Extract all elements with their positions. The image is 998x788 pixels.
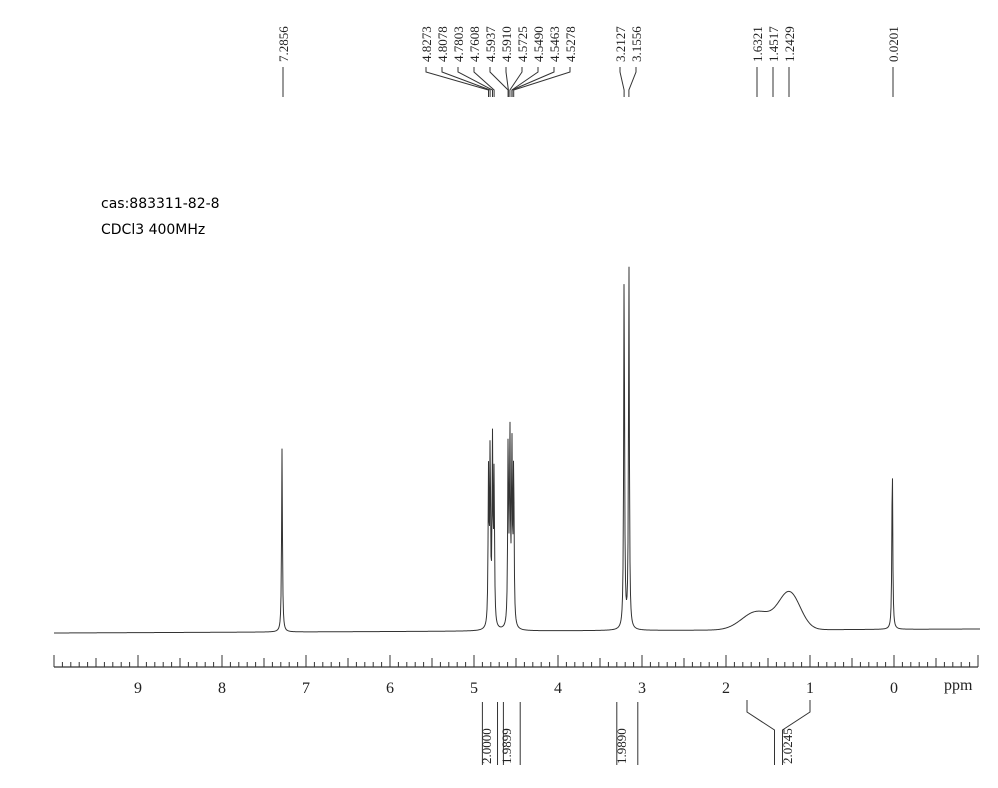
peak-shift-label: 4.5910 [499, 26, 514, 62]
peak-shift-label: 4.5937 [483, 26, 498, 62]
x-tick-label: 4 [554, 680, 562, 697]
integral-value-label: 1.9899 [499, 728, 514, 764]
x-tick-label: 5 [470, 680, 478, 697]
peak-shift-label: 0.0201 [886, 26, 901, 62]
peak-shift-label: 1.2429 [782, 26, 797, 62]
peak-leader-line [473, 67, 495, 97]
peak-leader-line [628, 67, 637, 97]
peak-leader-line [441, 67, 491, 97]
integral-bracket [746, 700, 775, 765]
peak-shift-label: 1.4517 [766, 26, 781, 62]
x-tick-label: 6 [386, 680, 394, 697]
peak-leader-line [509, 67, 523, 97]
peak-shift-label: 7.2856 [276, 26, 291, 62]
peak-shift-label: 4.8078 [435, 26, 450, 62]
peak-shift-label: 4.5463 [547, 26, 562, 62]
peak-leader-line [457, 67, 493, 97]
peak-shift-label: 4.5490 [531, 26, 546, 62]
integral-value-label: 2.0000 [479, 728, 494, 764]
x-tick-label: 1 [806, 680, 814, 697]
x-tick-label: 8 [218, 680, 226, 697]
peak-shift-label: 4.7803 [451, 26, 466, 62]
integral-value-label: 2.0245 [780, 728, 795, 764]
x-tick-label: 0 [890, 680, 898, 697]
peak-leader-line [425, 67, 489, 97]
integral-value-label: 1.9890 [614, 728, 629, 764]
peak-shift-label: 4.7608 [467, 26, 482, 62]
peak-shift-label: 3.1556 [629, 26, 644, 62]
peak-shift-label: 3.2127 [613, 26, 628, 62]
integral-bracket [782, 700, 811, 765]
peak-leader-line [511, 67, 555, 97]
x-tick-label: 3 [638, 680, 646, 697]
peak-shift-label: 4.5725 [515, 26, 530, 62]
peak-shift-label: 1.6321 [750, 26, 765, 62]
peak-shift-label: 4.5278 [563, 26, 578, 62]
sample-cas-label: cas:883311-82-8 [101, 196, 220, 212]
peak-shift-label: 4.8273 [419, 26, 434, 62]
x-tick-label: 7 [302, 680, 310, 697]
x-axis-label: ppm [944, 677, 973, 694]
sample-conditions-label: CDCl3 400MHz [101, 222, 206, 238]
spectrum-trace [54, 266, 980, 634]
peak-leader-line [513, 67, 571, 97]
peak-leader-line [619, 67, 625, 97]
peak-leader-line [505, 67, 509, 97]
x-tick-label: 9 [134, 680, 142, 697]
x-tick-label: 2 [722, 680, 730, 697]
